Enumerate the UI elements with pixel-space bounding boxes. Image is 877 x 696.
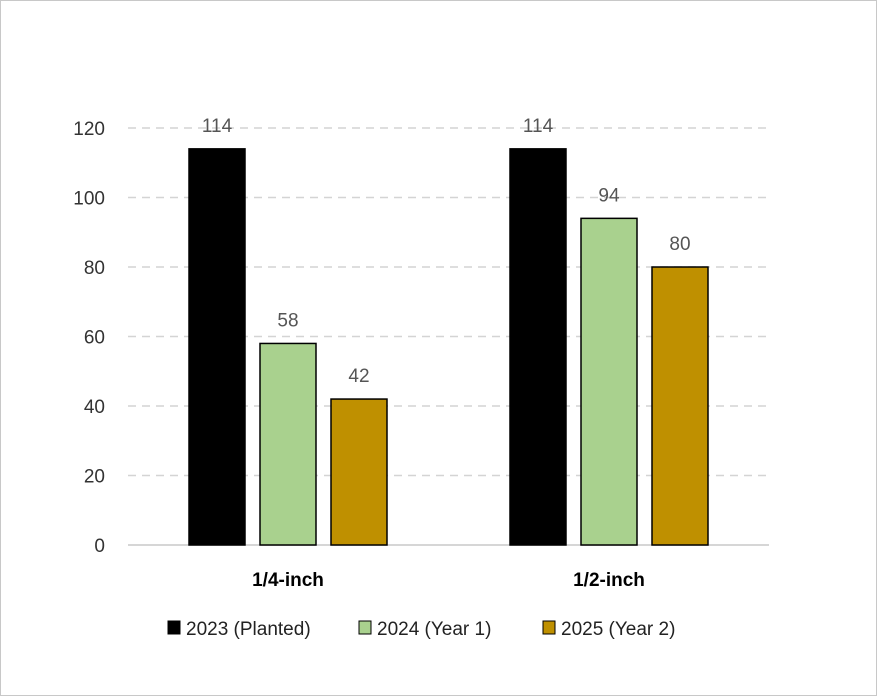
bar-2-1 — [259, 342, 317, 546]
data-label: 42 — [348, 366, 369, 387]
y-tick-label: 100 — [73, 189, 105, 210]
y-tick-label: 80 — [84, 258, 105, 279]
y-axis-ticks: 0 20 40 60 80 100 120 — [73, 119, 105, 557]
legend-label: 2023 (Planted) — [186, 619, 311, 640]
bar-3-2 — [651, 266, 709, 546]
legend-label: 2025 (Year 2) — [561, 619, 675, 640]
bar-2-2 — [580, 217, 638, 546]
y-tick-label: 0 — [94, 536, 105, 557]
bar-3-1 — [330, 398, 388, 546]
legend-label: 2024 (Year 1) — [377, 619, 491, 640]
legend-swatch — [542, 620, 556, 635]
y-tick-label: 120 — [73, 119, 105, 140]
y-tick-label: 40 — [84, 397, 105, 418]
data-label: 94 — [598, 185, 620, 206]
data-label: 114 — [202, 116, 233, 137]
y-tick-label: 20 — [84, 467, 105, 488]
bar-1-1 — [188, 148, 246, 546]
bar-1-2 — [509, 148, 567, 546]
data-label: 80 — [669, 234, 690, 255]
legend-swatch — [167, 620, 181, 635]
x-axis-categories: 1/4-inch 1/2-inch — [252, 570, 645, 591]
legend-swatch — [358, 620, 372, 635]
y-tick-label: 60 — [84, 328, 105, 349]
legend: 2023 (Planted) 2024 (Year 1) 2025 (Year 2) — [167, 619, 675, 640]
bars — [188, 148, 709, 546]
data-label: 114 — [523, 116, 554, 137]
data-labels: 114 58 42 114 94 80 — [202, 116, 691, 387]
category-label: 1/4-inch — [252, 570, 324, 591]
category-label: 1/2-inch — [573, 570, 645, 591]
data-label: 58 — [277, 310, 298, 331]
